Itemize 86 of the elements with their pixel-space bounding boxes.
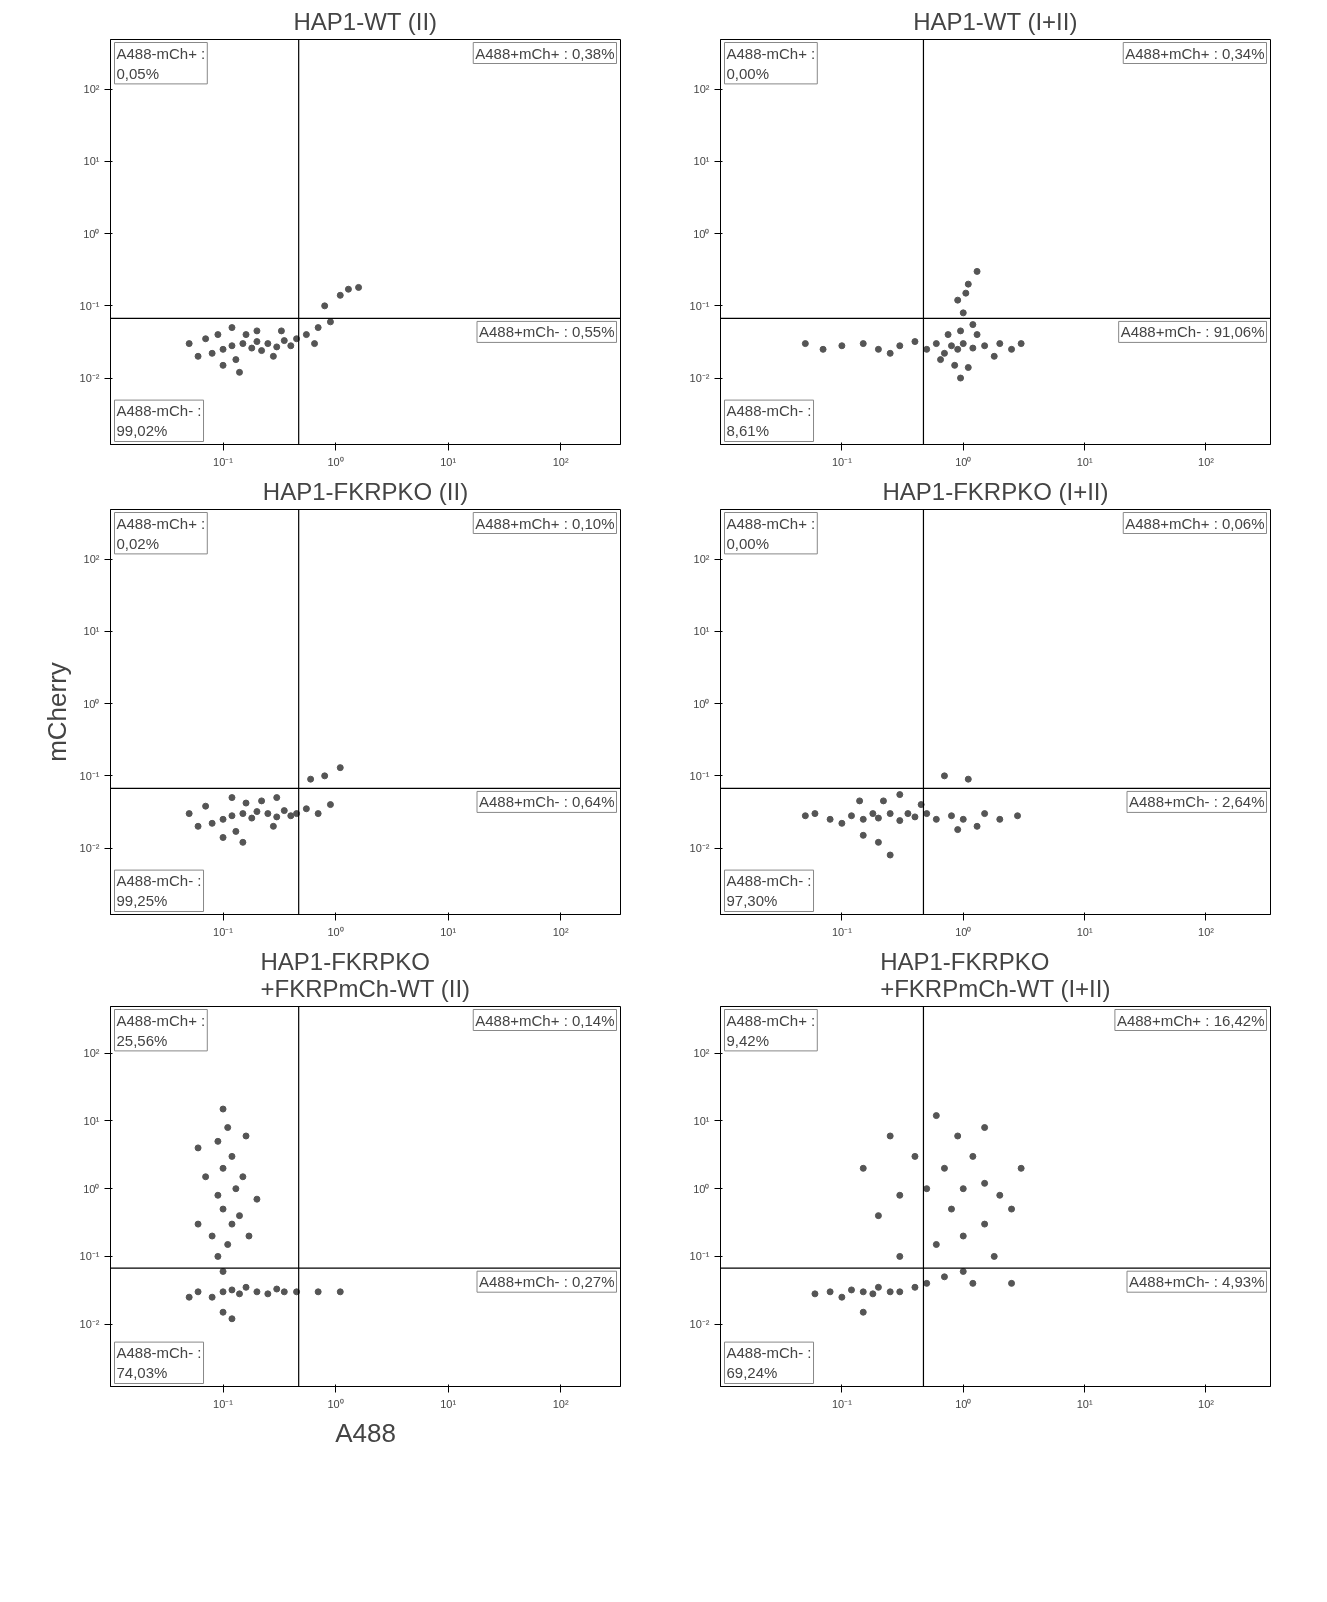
y-tick-label: 10²: [83, 83, 100, 96]
y-tick-label: 10⁻²: [79, 372, 100, 385]
y-tick-label: 10¹: [693, 625, 710, 638]
y-tick-label: 10²: [693, 1047, 710, 1060]
x-tick-label: 10⁰: [327, 1397, 344, 1410]
y-tick-label: 10⁰: [693, 1182, 710, 1195]
annotation: A488-mCh+ : 9,42%: [726, 1011, 816, 1049]
y-tick-label: 10²: [693, 83, 710, 96]
y-tick-label: 10⁻¹: [79, 769, 100, 782]
annotation: A488-mCh- : 99,25%: [116, 872, 202, 910]
x-tick-label: 10¹: [1076, 925, 1093, 938]
y-tick-label: 10⁻²: [79, 842, 100, 855]
y-tick-label: 10⁰: [693, 227, 710, 240]
x-tick-label: 10⁰: [955, 1397, 972, 1410]
annotation: A488-mCh- : 69,24%: [726, 1344, 812, 1382]
x-tick-label: 10⁻¹: [831, 925, 853, 938]
y-tick-label: 10¹: [83, 1114, 100, 1127]
y-tick-label: 10⁰: [693, 697, 710, 710]
x-tick-label: 10¹: [440, 455, 457, 468]
x-axis-title: A488: [335, 1417, 396, 1448]
y-tick-label: 10¹: [83, 625, 100, 638]
annotation: A488-mCh- : 97,30%: [726, 872, 812, 910]
annotation: A488+mCh+ : 16,42%: [1116, 1011, 1265, 1029]
x-tick-label: 10⁻¹: [213, 925, 234, 938]
x-tick-label: 10²: [1198, 455, 1215, 468]
chart-title: HAP1-FKRPKO +FKRPmCh-WT (II): [260, 947, 471, 1002]
annotation: A488-mCh- : 99,02%: [116, 402, 202, 440]
x-tick-label: 10²: [1198, 925, 1215, 938]
annotation: A488-mCh- : 8,61%: [726, 402, 812, 440]
annotation: A488-mCh+ : 0,00%: [726, 514, 816, 552]
y-tick-label: 10²: [83, 553, 100, 566]
y-tick-label: 10²: [83, 1047, 100, 1060]
y-tick-label: 10¹: [693, 155, 710, 168]
x-tick-label: 10⁻¹: [213, 1397, 234, 1410]
x-tick-label: 10⁻¹: [831, 455, 853, 468]
annotation: A488+mCh- : 4,93%: [1129, 1273, 1265, 1291]
chart-title: HAP1-FKRPKO (II): [262, 477, 469, 505]
chart-title: HAP1-FKRPKO (I+II): [882, 477, 1109, 505]
x-tick-label: 10⁰: [327, 925, 344, 938]
annotation: A488-mCh+ : 0,05%: [116, 44, 206, 82]
x-tick-label: 10¹: [440, 1397, 457, 1410]
y-tick-label: 10⁻¹: [689, 1250, 710, 1263]
x-tick-label: 10¹: [1076, 455, 1093, 468]
annotation: A488-mCh- : 74,03%: [116, 1344, 202, 1382]
annotation: A488+mCh+ : 0,10%: [475, 514, 615, 532]
x-tick-label: 10⁰: [955, 455, 972, 468]
annotation: A488-mCh+ : 0,00%: [726, 44, 816, 82]
x-tick-label: 10⁻¹: [831, 1397, 853, 1410]
x-tick-label: 10¹: [440, 925, 457, 938]
chart-title: HAP1-FKRPKO +FKRPmCh-WT (I+II): [880, 947, 1111, 1002]
y-tick-label: 10⁰: [83, 227, 100, 240]
x-tick-label: 10²: [552, 455, 569, 468]
x-tick-label: 10⁻¹: [213, 455, 234, 468]
annotation: A488+mCh- : 2,64%: [1129, 793, 1265, 811]
annotation: A488-mCh+ : 0,02%: [116, 514, 206, 552]
annotation: A488+mCh+ : 0,14%: [475, 1011, 615, 1029]
y-tick-label: 10⁻¹: [689, 769, 710, 782]
y-tick-label: 10⁻²: [689, 1318, 710, 1331]
annotation: A488+mCh- : 0,55%: [479, 323, 615, 341]
x-tick-label: 10⁰: [327, 455, 344, 468]
chart-title: HAP1-WT (I+II): [913, 7, 1078, 35]
x-tick-label: 10⁰: [955, 925, 972, 938]
y-tick-label: 10¹: [83, 155, 100, 168]
annotation: A488+mCh- : 91,06%: [1120, 323, 1265, 341]
y-tick-label: 10⁻¹: [689, 299, 710, 312]
annotation: A488+mCh- : 0,27%: [479, 1273, 615, 1291]
y-tick-label: 10²: [693, 553, 710, 566]
y-tick-label: 10⁰: [83, 1182, 100, 1195]
y-axis-title: mCherry: [41, 662, 72, 762]
y-tick-label: 10⁻¹: [79, 1250, 100, 1263]
annotation: A488-mCh+ : 25,56%: [116, 1011, 206, 1049]
y-tick-label: 10⁻²: [79, 1318, 100, 1331]
x-tick-label: 10²: [1198, 1397, 1215, 1410]
annotation: A488+mCh+ : 0,38%: [475, 44, 615, 62]
x-tick-label: 10²: [552, 925, 569, 938]
y-tick-label: 10⁰: [83, 697, 100, 710]
annotation: A488+mCh- : 0,64%: [479, 793, 615, 811]
y-tick-label: 10⁻²: [689, 372, 710, 385]
x-tick-label: 10¹: [1076, 1397, 1093, 1410]
chart-title: HAP1-WT (II): [293, 7, 438, 35]
y-tick-label: 10⁻¹: [79, 299, 100, 312]
y-tick-label: 10¹: [693, 1114, 710, 1127]
annotation: A488+mCh+ : 0,34%: [1125, 44, 1265, 62]
annotation: A488+mCh+ : 0,06%: [1125, 514, 1265, 532]
x-tick-label: 10²: [552, 1397, 569, 1410]
y-tick-label: 10⁻²: [689, 842, 710, 855]
